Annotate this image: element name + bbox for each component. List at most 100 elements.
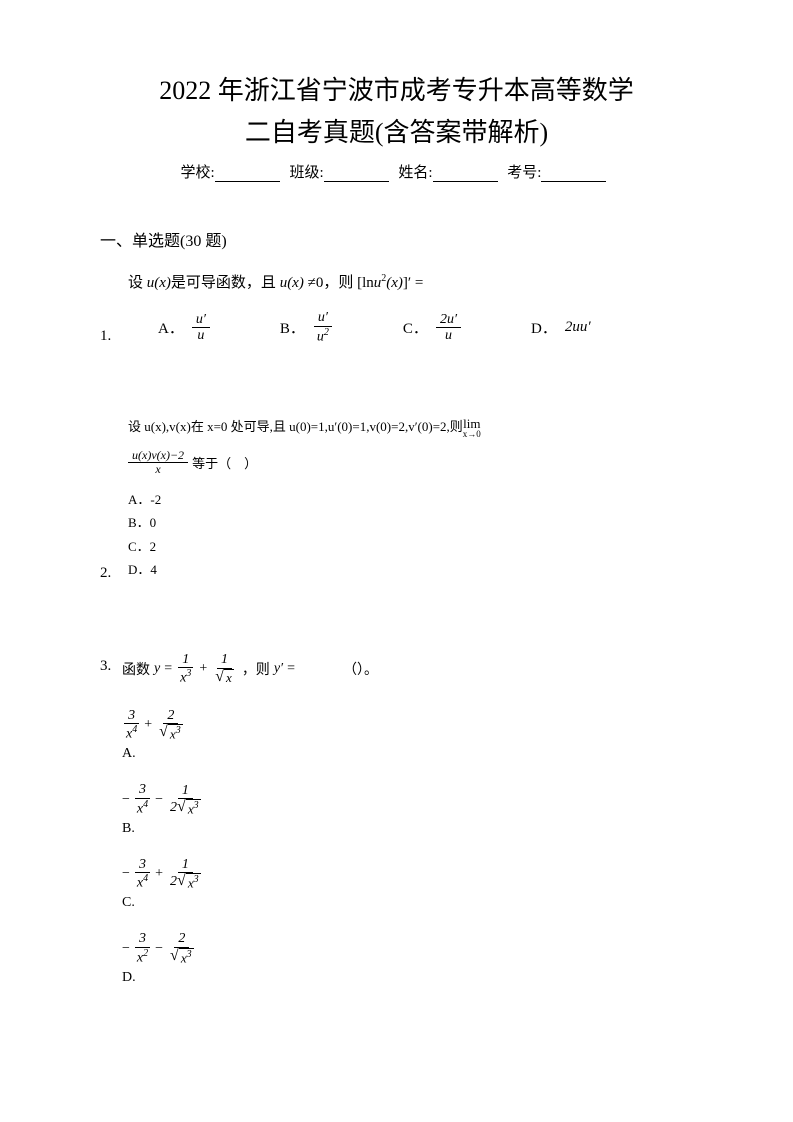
den-sup: 4 <box>143 799 148 810</box>
opt-label-c: C. <box>122 895 693 913</box>
q1-option-d[interactable]: D． 2uu′ <box>531 317 591 338</box>
sqrt-body: x3 <box>168 724 183 742</box>
den-base: u <box>317 329 324 344</box>
q3-text: ，则 <box>242 659 270 679</box>
document-title: 2022 年浙江省宁波市成考专升本高等数学 二自考真题(含答案带解析) <box>100 70 693 153</box>
q3-option-b[interactable]: − 3 x4 − 1 2√x3 <box>122 782 693 816</box>
sqrt-icon: √x3 <box>170 948 194 966</box>
sqrt-sign: √ <box>177 873 186 889</box>
fraction: 2u′ u <box>436 312 461 344</box>
frac-num: 3 <box>135 782 150 798</box>
fraction: u′ u2 <box>313 310 333 344</box>
sqrt-sup: 3 <box>176 725 181 736</box>
sqrt-sign: √ <box>215 669 224 685</box>
opt-text: 2uu′ <box>565 319 591 336</box>
opt-label: D． <box>531 317 557 338</box>
frac-den: x2 <box>133 948 152 966</box>
sqrt-sign: √ <box>177 799 186 815</box>
name-blank[interactable] <box>433 166 498 182</box>
examno-label: 考号: <box>507 165 541 181</box>
question-1: 设 u(x)是可导函数，且 u(x) ≠0，则 [lnu2(x)]′ = A． … <box>100 271 693 344</box>
den-sup: 4 <box>132 724 137 735</box>
q2-tail: 等于（ ） <box>192 453 257 472</box>
q1-number: 1. <box>100 328 111 345</box>
student-info-line: 学校: 班级: 姓名: 考号: <box>100 161 693 182</box>
fraction: 3 x4 <box>133 857 152 891</box>
q2-number: 2. <box>100 565 111 582</box>
frac-den: u <box>441 328 456 343</box>
frac-num: 2u′ <box>436 312 461 328</box>
sqrt-body: x3 <box>186 873 201 891</box>
q3-option-c[interactable]: − 3 x4 + 1 2√x3 <box>122 857 693 891</box>
sqrt-icon: √x <box>215 669 234 686</box>
frac-num: 2 <box>174 931 189 947</box>
q1-option-b[interactable]: B． u′ u2 <box>280 310 333 344</box>
q3-number: 3. <box>100 658 111 675</box>
title-line-2: 二自考真题(含答案带解析) <box>100 112 693 154</box>
q1-option-a[interactable]: A． u′ u <box>158 312 210 344</box>
sqrt-icon: √x3 <box>177 799 201 817</box>
lim-text: lim <box>463 417 480 430</box>
sqrt-icon: √x3 <box>159 724 183 742</box>
frac-den: u2 <box>313 327 333 345</box>
sqrt-sup: 3 <box>187 949 192 960</box>
frac-den: x <box>151 463 165 476</box>
sqrt-sup: 3 <box>194 874 199 885</box>
neg: − <box>122 792 130 808</box>
q3-options: 3 x4 + 2 √x3 A. − 3 x4 <box>122 708 693 988</box>
q1-option-c[interactable]: C． 2u′ u <box>403 312 461 344</box>
sqrt-sign: √ <box>170 948 179 964</box>
sqrt-sup: 3 <box>194 800 199 811</box>
minus: − <box>155 941 163 957</box>
q2-stem: 设 u(x),v(x)在 x=0 处可导,且 u(0)=1,u′(0)=1,v(… <box>118 415 693 439</box>
sqrt-body: x <box>224 669 234 686</box>
fraction: u′ u <box>192 312 210 344</box>
plus: + <box>155 866 163 882</box>
opt-label: C． <box>403 317 428 338</box>
q1-text: 设 <box>128 275 147 291</box>
den-pre: 2 <box>170 800 177 815</box>
frac-num: 2 <box>163 708 178 724</box>
frac-num: 1 <box>178 652 193 668</box>
q3-stem: 函数 y = 1 x3 + 1 √x ，则 y′ = （）。 <box>122 652 693 686</box>
q2-text: 设 u(x),v(x)在 x=0 处可导,且 u(0)=1,u′(0)=1,v(… <box>128 419 463 434</box>
q2-option-c[interactable]: C．2 <box>128 535 693 558</box>
den-pre: 2 <box>170 874 177 889</box>
frac-num: u′ <box>192 312 210 328</box>
fraction: 1 2√x3 <box>166 783 205 817</box>
minus: − <box>155 792 163 808</box>
q3-option-d[interactable]: − 3 x2 − 2 √x3 <box>122 931 693 965</box>
frac-den: x4 <box>133 799 152 817</box>
q3-var: y <box>154 661 160 677</box>
sqrt-icon: √x3 <box>177 873 201 891</box>
frac-den: x3 <box>176 668 195 686</box>
q3-var: y′ <box>274 661 283 677</box>
frac-num: u′ <box>314 310 332 326</box>
q2-options: A．-2 B．0 C．2 D．4 <box>118 488 693 582</box>
opt-label-d: D. <box>122 970 693 988</box>
fraction: 1 x3 <box>176 652 195 686</box>
q2-option-b[interactable]: B．0 <box>128 511 693 534</box>
class-label: 班级: <box>289 165 323 181</box>
den-sup: 3 <box>186 668 191 679</box>
frac-den: √x3 <box>166 948 198 966</box>
frac-num: 1 <box>178 783 193 799</box>
frac-num: 3 <box>135 857 150 873</box>
frac-num: 1 <box>217 652 232 668</box>
fraction: 1 2√x3 <box>166 857 205 891</box>
frac-den: x4 <box>122 724 141 742</box>
school-blank[interactable] <box>215 166 280 182</box>
q2-option-a[interactable]: A．-2 <box>128 488 693 511</box>
frac-den: √x <box>211 669 238 686</box>
q3-option-a[interactable]: 3 x4 + 2 √x3 <box>122 708 693 742</box>
fraction: 1 √x <box>211 652 238 685</box>
q3-eq: = <box>287 661 295 677</box>
frac-den: x4 <box>133 873 152 891</box>
q2-option-d[interactable]: D．4 <box>128 558 693 581</box>
class-blank[interactable] <box>324 166 389 182</box>
name-label: 姓名: <box>398 165 432 181</box>
sqrt-sign: √ <box>159 724 168 740</box>
plus: + <box>199 661 207 677</box>
examno-blank[interactable] <box>541 166 606 182</box>
frac-num: u(x)v(x)−2 <box>128 449 188 463</box>
